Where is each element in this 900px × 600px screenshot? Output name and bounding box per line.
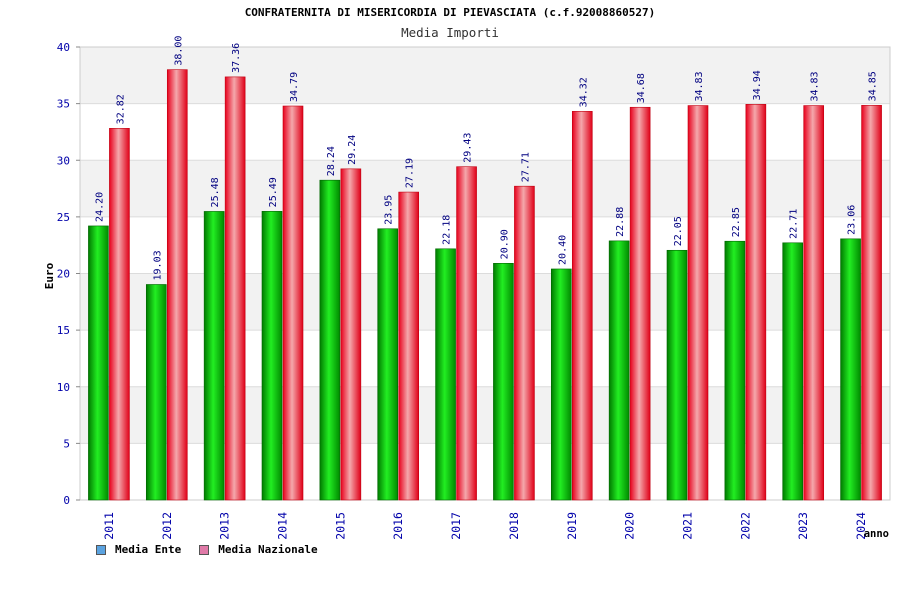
bar-nazionale [340, 168, 362, 501]
legend-label-ente: Media Ente [115, 543, 182, 556]
value-label-nazionale: 27.19 [405, 158, 416, 188]
value-label-ente: 24.20 [94, 192, 105, 222]
bar-nazionale [514, 185, 535, 501]
bar-ente [782, 242, 804, 501]
y-tick-label: 40 [57, 41, 70, 54]
value-label-nazionale: 34.32 [578, 77, 589, 107]
value-label-ente: 23.06 [847, 205, 858, 235]
legend-item-nazionale: Media Nazionale [199, 543, 318, 556]
bar-nazionale [398, 191, 420, 501]
value-label-ente: 28.24 [326, 146, 337, 176]
value-label-nazionale: 34.83 [810, 71, 821, 101]
bar-nazionale [224, 76, 246, 501]
x-tick-label: 2022 [738, 512, 752, 540]
bar-ente [840, 238, 861, 501]
bar-nazionale [861, 105, 882, 501]
value-label-nazionale: 34.85 [868, 71, 879, 101]
value-label-nazionale: 29.43 [463, 133, 474, 163]
y-tick-label: 0 [63, 494, 70, 507]
legend: Media Ente Media Nazionale [96, 543, 336, 556]
bar-ente [493, 263, 514, 501]
value-label-nazionale: 34.83 [694, 71, 705, 101]
bar-nazionale [687, 105, 709, 501]
value-label-nazionale: 29.24 [347, 135, 358, 165]
x-tick-label: 2018 [507, 512, 521, 540]
bar-nazionale [282, 105, 304, 501]
legend-swatch-nazionale [199, 544, 210, 555]
x-axis: 2011 2012 2013 2014 2015 2016 2017 2018 2019 2020… [102, 512, 868, 540]
bar-ente [145, 284, 167, 501]
grid-band [80, 386, 890, 444]
value-label-nazionale: 34.68 [636, 73, 647, 103]
chart-subtitle: Media Importi [401, 25, 499, 40]
value-label-nazionale: 34.79 [289, 72, 300, 102]
y-tick-label: 35 [57, 98, 70, 111]
value-label-ente: 22.05 [673, 216, 684, 246]
bar-ente [435, 248, 456, 501]
value-label-ente: 22.85 [731, 207, 742, 237]
x-tick-label: 2021 [681, 512, 695, 540]
grid-band [80, 160, 890, 217]
chart-title: CONFRATERNITA DI MISERICORDIA DI PIEVASC… [244, 6, 656, 19]
legend-item-ente: Media Ente [96, 543, 181, 556]
y-tick-label: 30 [57, 154, 70, 167]
bar-nazionale [803, 105, 825, 501]
bar-nazionale [629, 106, 651, 501]
legend-label-nazionale: Media Nazionale [218, 543, 318, 556]
x-tick-label: 2023 [796, 512, 810, 540]
value-label-ente: 22.18 [442, 215, 453, 245]
value-label-nazionale: 27.71 [520, 152, 531, 182]
grid-band [80, 273, 890, 331]
value-label-ente: 25.48 [210, 177, 221, 207]
x-tick-label: 2011 [102, 512, 116, 540]
bar-nazionale [109, 128, 130, 501]
value-label-ente: 23.95 [384, 195, 395, 225]
bar-nazionale [456, 166, 477, 501]
bar-ente [203, 211, 225, 501]
bar-ente [666, 249, 688, 501]
x-tick-label: 2015 [333, 512, 347, 540]
value-label-ente: 20.90 [499, 229, 510, 259]
bar-ente [724, 240, 746, 501]
x-tick-label: 2016 [391, 512, 405, 540]
y-axis: 0 5 10 15 20 25 30 35 40 [57, 41, 80, 507]
x-tick-label: 2024 [854, 512, 868, 540]
value-label-nazionale: 38.00 [173, 36, 184, 66]
x-tick-label: 2019 [565, 512, 579, 540]
value-label-ente: 19.03 [152, 250, 163, 280]
value-label-nazionale: 37.36 [231, 43, 242, 73]
grid-band [80, 47, 890, 104]
bar-nazionale [745, 104, 767, 501]
x-tick-label: 2020 [623, 512, 637, 540]
bar-ente [261, 211, 283, 501]
bar-ente [319, 179, 341, 501]
x-tick-label: 2013 [218, 512, 232, 540]
x-tick-label: 2014 [276, 512, 290, 540]
x-tick-label: 2017 [449, 512, 463, 540]
bar-ente [88, 225, 109, 501]
bar-nazionale [166, 69, 188, 501]
legend-swatch-ente [96, 544, 106, 555]
bar-nazionale [571, 111, 593, 501]
bars-group: 24.20 32.82 19.03 38.00 25.48 37.36 25.49 34.79… [88, 36, 882, 501]
value-label-nazionale: 34.94 [752, 70, 763, 100]
value-label-ente: 22.71 [789, 209, 800, 239]
plot-background [79, 46, 891, 501]
bar-ente [377, 228, 399, 501]
y-tick-label: 15 [57, 324, 70, 337]
value-label-ente: 20.40 [557, 235, 568, 265]
value-label-ente: 25.49 [268, 177, 279, 207]
bar-ente [608, 240, 630, 501]
bar-ente [550, 268, 572, 501]
y-tick-label: 5 [63, 437, 70, 450]
value-label-nazionale: 32.82 [115, 94, 126, 124]
x-tick-label: 2012 [160, 512, 174, 540]
y-tick-label: 20 [57, 268, 70, 281]
y-axis-label: Euro [43, 262, 56, 289]
x-axis-label: anno [864, 528, 889, 540]
y-tick-label: 25 [57, 211, 70, 224]
y-tick-label: 10 [57, 381, 70, 394]
value-label-ente: 22.88 [615, 207, 626, 237]
